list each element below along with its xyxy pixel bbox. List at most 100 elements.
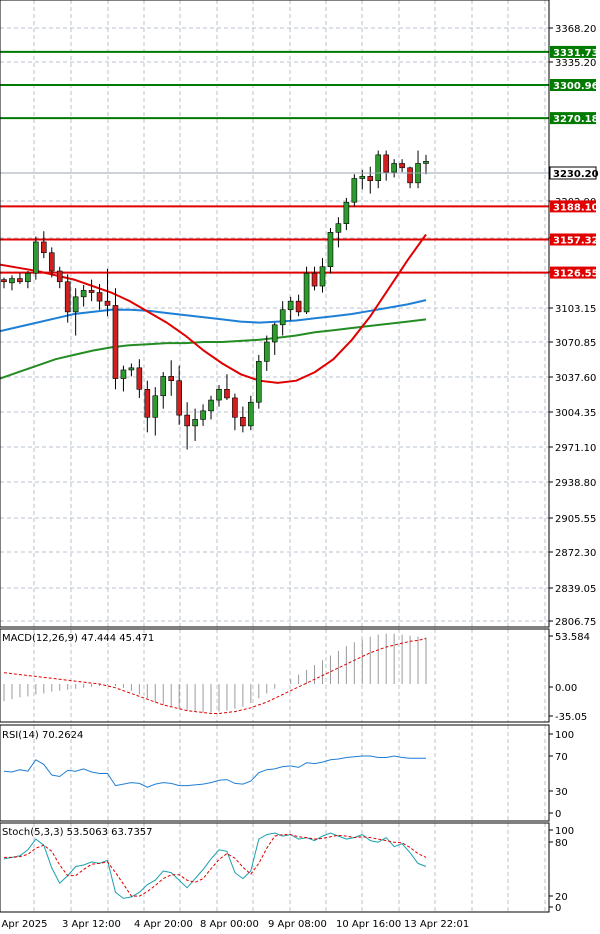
level-label: 3126.55	[553, 269, 599, 280]
stoch-k-line	[3, 832, 427, 899]
candle	[41, 231, 47, 259]
candle-body-bear	[311, 272, 318, 287]
candle	[399, 159, 405, 173]
candle	[192, 408, 198, 441]
time-axis: 2 Apr 2025 3 Apr 12:00 4 Apr 20:00 8 Apr 00…	[0, 919, 469, 930]
rsi-tick-label: 30	[555, 787, 568, 798]
candle	[56, 266, 63, 289]
macd-axis: 53.584 0.00 -35.05	[549, 632, 590, 723]
candle	[287, 296, 294, 321]
candle-body-bear	[224, 389, 230, 399]
macd-series	[3, 633, 427, 714]
candle-body-bull	[80, 290, 87, 298]
stoch-label: Stoch(5,3,3) 53.5063 63.7357	[2, 827, 153, 838]
price-tick-label: 3335.20	[555, 58, 596, 69]
candle-body-bear	[144, 389, 151, 418]
level-label-box	[550, 266, 596, 279]
rsi-tick-label: 100	[555, 730, 574, 741]
candle-body-bear	[112, 305, 119, 379]
price-tick-label: 3037.60	[555, 373, 596, 384]
candle	[319, 258, 326, 293]
candle	[327, 228, 334, 274]
candle	[184, 402, 190, 450]
candle-body-bull	[200, 410, 206, 420]
candle-body-bull	[287, 300, 294, 311]
candle	[17, 273, 23, 284]
candle	[1, 277, 7, 289]
candle	[375, 150, 382, 189]
candle	[240, 406, 246, 433]
candle-body-bull	[25, 272, 31, 283]
candle-body-bull	[216, 389, 222, 401]
rsi-grid	[33, 725, 546, 821]
candle-body-bull	[192, 419, 198, 427]
candle-body-bear	[48, 252, 55, 272]
level-label-box	[550, 200, 596, 213]
candle-body-bull	[208, 399, 214, 412]
candle-body-bear	[367, 176, 374, 181]
candle	[152, 387, 159, 436]
candle-body-bear	[407, 167, 413, 184]
level-label-box	[550, 233, 596, 246]
candle-body-bull	[279, 309, 286, 326]
candle	[263, 335, 270, 372]
candle-body-bull	[72, 296, 79, 313]
candle	[279, 301, 286, 336]
candle	[136, 359, 143, 398]
candle	[144, 380, 151, 433]
macd-grid	[33, 629, 546, 722]
level-label-box	[550, 45, 596, 58]
candle-body-bull	[255, 361, 262, 403]
macd-signal-line	[3, 638, 427, 714]
stoch-tick-label: 0	[555, 903, 561, 914]
level-label: 3331.73	[553, 48, 599, 59]
ma-line-blue	[0, 299, 427, 333]
candle	[112, 288, 119, 390]
price-panel-frame	[0, 0, 550, 628]
candle-body-bull	[359, 176, 366, 179]
candle-body-bull	[343, 201, 350, 224]
rsi-line	[3, 755, 426, 788]
stoch-tick-label: 20	[555, 892, 568, 903]
candle	[120, 365, 127, 392]
price-tick-label: 2905.55	[555, 514, 596, 525]
candle	[216, 385, 222, 407]
time-tick-label: 10 Apr 16:00	[336, 919, 401, 930]
ma-line-green	[0, 318, 427, 380]
candle	[391, 159, 397, 178]
candle	[80, 285, 87, 307]
price-tick-label: 3368.20	[555, 24, 596, 35]
rsi-tick-label: 70	[555, 752, 568, 763]
candle	[25, 271, 31, 289]
candle-body-bear	[56, 270, 63, 283]
macd-panel-frame	[0, 628, 550, 723]
candle-body-bull	[319, 266, 326, 287]
candle-body-bear	[104, 300, 111, 306]
candle-body-bull	[327, 232, 334, 268]
candle	[104, 268, 111, 317]
candle	[295, 294, 302, 317]
candle-body-bear	[88, 290, 95, 293]
level-label: 3157.32	[553, 235, 599, 246]
candle	[367, 166, 374, 194]
candle	[232, 393, 238, 431]
candle-body-bull	[303, 272, 310, 313]
candle-body-bull	[335, 223, 342, 233]
support-resistance-levels	[0, 50, 549, 274]
candle-body-bull	[375, 154, 382, 181]
time-tick-label: 3 Apr 12:00	[62, 919, 121, 930]
candle	[383, 150, 389, 181]
stoch-d-line	[4, 834, 427, 897]
candle	[168, 360, 175, 396]
candle-body-bear	[136, 367, 143, 390]
candle-body-bear	[184, 414, 190, 427]
rsi-tick-label: 0	[555, 809, 561, 820]
macd-tick-label: 53.584	[555, 632, 590, 643]
rsi-panel: 100 70 30 0 RSI(14) 70.2624	[0, 724, 574, 822]
candle-body-bear	[232, 397, 238, 418]
rsi-axis: 100 70 30 0	[549, 730, 574, 820]
stoch-tick-label: 80	[555, 838, 568, 849]
candle-body-bear	[1, 279, 7, 283]
candle-body-bear	[399, 163, 405, 169]
